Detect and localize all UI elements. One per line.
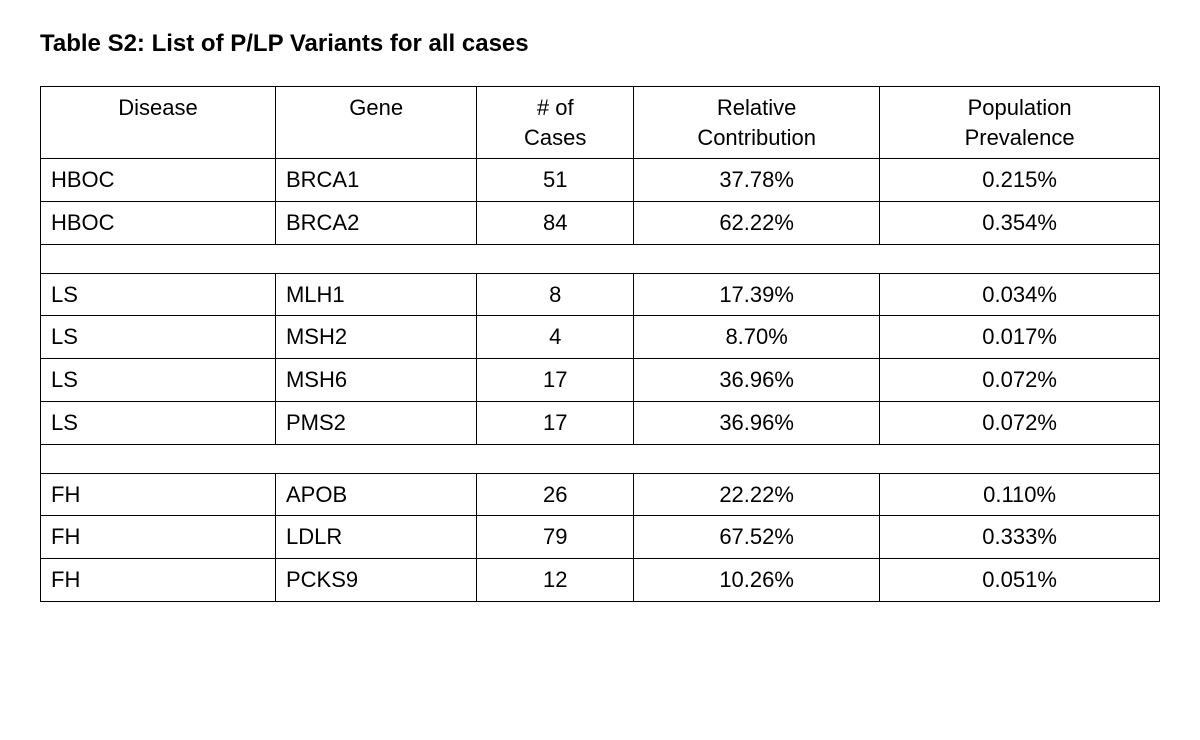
col-header-cases-line2: Cases xyxy=(524,125,586,150)
col-header-cases: # of Cases xyxy=(477,87,634,159)
cell-rel: 37.78% xyxy=(634,159,880,202)
cell-rel: 67.52% xyxy=(634,516,880,559)
col-header-disease: Disease xyxy=(41,87,276,159)
cell-pop: 0.354% xyxy=(880,202,1160,245)
cell-disease: HBOC xyxy=(41,159,276,202)
cell-gene: MSH2 xyxy=(275,316,476,359)
col-header-population-line2: Prevalence xyxy=(965,125,1075,150)
cell-cases: 4 xyxy=(477,316,634,359)
cell-gene: PCKS9 xyxy=(275,558,476,601)
table-row: LS PMS2 17 36.96% 0.072% xyxy=(41,401,1160,444)
cell-disease: FH xyxy=(41,558,276,601)
spacer-row xyxy=(41,244,1160,273)
cell-rel: 36.96% xyxy=(634,359,880,402)
cell-rel: 62.22% xyxy=(634,202,880,245)
cell-disease: LS xyxy=(41,359,276,402)
cell-disease: LS xyxy=(41,401,276,444)
table-row: LS MSH6 17 36.96% 0.072% xyxy=(41,359,1160,402)
spacer-row xyxy=(41,444,1160,473)
cell-cases: 12 xyxy=(477,558,634,601)
cell-cases: 17 xyxy=(477,401,634,444)
cell-gene: BRCA1 xyxy=(275,159,476,202)
cell-pop: 0.034% xyxy=(880,273,1160,316)
cell-rel: 17.39% xyxy=(634,273,880,316)
cell-rel: 22.22% xyxy=(634,473,880,516)
cell-disease: LS xyxy=(41,273,276,316)
col-header-relative: Relative Contribution xyxy=(634,87,880,159)
cell-pop: 0.072% xyxy=(880,359,1160,402)
table-row: FH APOB 26 22.22% 0.110% xyxy=(41,473,1160,516)
cell-rel: 36.96% xyxy=(634,401,880,444)
cell-pop: 0.051% xyxy=(880,558,1160,601)
col-header-population-line1: Population xyxy=(968,95,1072,120)
col-header-relative-line1: Relative xyxy=(717,95,796,120)
header-row: Disease Gene # of Cases Relative Contrib… xyxy=(41,87,1160,159)
cell-disease: HBOC xyxy=(41,202,276,245)
table-row: HBOC BRCA2 84 62.22% 0.354% xyxy=(41,202,1160,245)
table-row: LS MSH2 4 8.70% 0.017% xyxy=(41,316,1160,359)
cell-gene: MSH6 xyxy=(275,359,476,402)
cell-pop: 0.072% xyxy=(880,401,1160,444)
cell-disease: FH xyxy=(41,516,276,559)
cell-rel: 10.26% xyxy=(634,558,880,601)
col-header-population: Population Prevalence xyxy=(880,87,1160,159)
col-header-relative-line2: Contribution xyxy=(697,125,816,150)
cell-pop: 0.333% xyxy=(880,516,1160,559)
cell-cases: 84 xyxy=(477,202,634,245)
col-header-cases-line1: # of xyxy=(537,95,574,120)
cell-cases: 8 xyxy=(477,273,634,316)
cell-disease: LS xyxy=(41,316,276,359)
cell-rel: 8.70% xyxy=(634,316,880,359)
cell-cases: 26 xyxy=(477,473,634,516)
cell-disease: FH xyxy=(41,473,276,516)
table-row: FH LDLR 79 67.52% 0.333% xyxy=(41,516,1160,559)
cell-gene: LDLR xyxy=(275,516,476,559)
table-row: FH PCKS9 12 10.26% 0.051% xyxy=(41,558,1160,601)
table-title: Table S2: List of P/LP Variants for all … xyxy=(40,30,1160,58)
cell-pop: 0.215% xyxy=(880,159,1160,202)
cell-cases: 17 xyxy=(477,359,634,402)
cell-gene: BRCA2 xyxy=(275,202,476,245)
cell-gene: PMS2 xyxy=(275,401,476,444)
variants-table: Disease Gene # of Cases Relative Contrib… xyxy=(40,86,1160,602)
cell-cases: 51 xyxy=(477,159,634,202)
table-row: HBOC BRCA1 51 37.78% 0.215% xyxy=(41,159,1160,202)
cell-pop: 0.110% xyxy=(880,473,1160,516)
cell-gene: APOB xyxy=(275,473,476,516)
col-header-gene: Gene xyxy=(275,87,476,159)
cell-gene: MLH1 xyxy=(275,273,476,316)
cell-cases: 79 xyxy=(477,516,634,559)
table-row: LS MLH1 8 17.39% 0.034% xyxy=(41,273,1160,316)
cell-pop: 0.017% xyxy=(880,316,1160,359)
